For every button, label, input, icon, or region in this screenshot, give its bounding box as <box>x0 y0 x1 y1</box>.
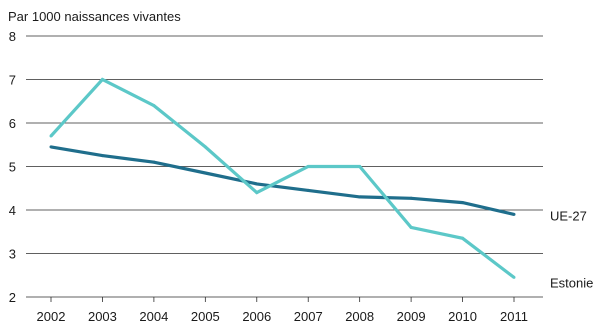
data-point-estonie <box>409 225 413 229</box>
x-tick-label: 2008 <box>345 309 374 324</box>
axes: 2 3 4 5 6 7 8 2002 2003 2004 2005 2006 2007 2008 2009 2… <box>9 29 528 324</box>
y-tick-label: 6 <box>9 116 16 131</box>
series-label: UE-27 <box>550 208 587 223</box>
data-point-estonie <box>100 78 104 81</box>
data-point-ue-27 <box>306 188 310 192</box>
x-tick-label: 2003 <box>88 309 117 324</box>
data-point-ue-27 <box>358 195 362 199</box>
data-point-estonie <box>461 236 465 240</box>
x-tick-label: 2011 <box>500 309 528 324</box>
y-tick-label: 4 <box>9 203 16 218</box>
x-tick-label: 2010 <box>448 309 477 324</box>
series-labels: UE-27 Estonie <box>550 208 593 290</box>
y-tick-label: 7 <box>9 73 16 88</box>
data-point-estonie <box>306 165 310 168</box>
y-tick-label: 2 <box>9 290 16 305</box>
series-lines <box>49 77 516 279</box>
gridlines <box>26 35 543 298</box>
y-tick-label: 8 <box>9 29 16 44</box>
data-point-estonie <box>255 191 259 195</box>
y-axis-unit-label: Par 1000 naissances vivantes <box>8 9 181 24</box>
x-tick-label: 2002 <box>37 309 66 324</box>
data-point-ue-27 <box>203 171 207 175</box>
x-tick-label: 2007 <box>294 309 323 324</box>
series-line-ue-27 <box>50 145 515 216</box>
data-point-estonie <box>49 134 53 138</box>
data-point-ue-27 <box>409 196 413 200</box>
data-point-ue-27 <box>512 212 516 216</box>
data-point-ue-27 <box>49 145 53 149</box>
data-point-estonie <box>203 145 207 149</box>
y-tick-label: 3 <box>9 247 16 262</box>
data-point-estonie <box>358 165 362 168</box>
data-point-ue-27 <box>152 160 156 164</box>
data-point-ue-27 <box>461 201 465 205</box>
x-tick-label: 2004 <box>139 309 168 324</box>
x-tick-label: 2005 <box>191 309 220 324</box>
x-tick-label: 2009 <box>397 309 426 324</box>
y-tick-label: 5 <box>9 160 16 175</box>
data-point-ue-27 <box>100 154 104 158</box>
series-label: Estonie <box>550 275 593 290</box>
series-line-estonie <box>49 77 515 279</box>
x-tick-label: 2006 <box>242 309 271 324</box>
data-point-estonie <box>152 104 156 108</box>
data-point-estonie <box>512 275 516 279</box>
data-point-ue-27 <box>255 182 259 186</box>
